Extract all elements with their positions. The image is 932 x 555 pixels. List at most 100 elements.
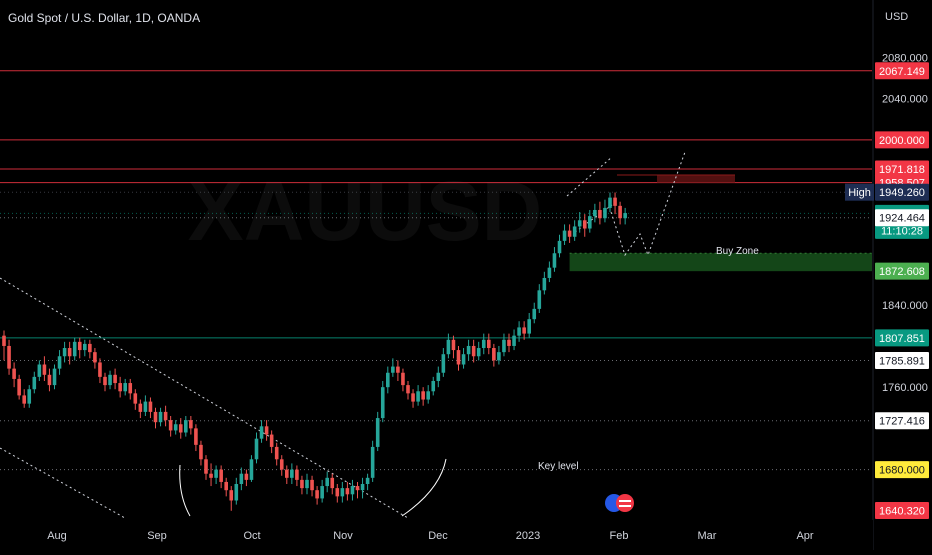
candle-body — [557, 240, 562, 254]
x-tick-label: Feb — [610, 530, 629, 542]
candle-body — [178, 424, 183, 433]
candle-body — [386, 372, 390, 388]
candle-body — [47, 374, 52, 386]
candle-body — [492, 348, 496, 361]
y-tick-label: 2040.000 — [882, 94, 928, 106]
x-tick-label: Mar — [698, 530, 717, 542]
candle-body — [300, 479, 304, 489]
currency-label: USD — [885, 11, 908, 23]
candle-body — [350, 486, 355, 495]
candle-body — [2, 335, 6, 346]
buy-zone-label: Buy Zone — [716, 246, 759, 257]
candle-body — [93, 352, 97, 363]
candle-body — [239, 473, 244, 485]
candle-body — [603, 207, 607, 219]
candle-body — [370, 446, 375, 478]
candle-body — [37, 364, 42, 377]
candle-body — [517, 327, 521, 336]
y-tick-label: 2080.000 — [882, 53, 928, 65]
candle-body — [108, 374, 112, 386]
candle-body — [446, 339, 451, 355]
price-tag-label: 2067.149 — [879, 66, 925, 78]
x-tick-label: Sep — [147, 530, 167, 542]
candle-body — [88, 343, 92, 353]
price-tag — [875, 351, 929, 369]
candle-body — [507, 339, 511, 346]
candle-body — [618, 205, 622, 219]
candle-body — [567, 230, 572, 237]
candle-body — [375, 418, 380, 447]
candle-body — [431, 380, 436, 392]
logo-stripe — [619, 505, 631, 507]
price-tag — [875, 461, 929, 479]
candle-body — [279, 459, 284, 470]
candle-body — [113, 374, 117, 384]
candle-body — [380, 387, 385, 419]
candle-body — [184, 420, 188, 433]
candle-body — [411, 393, 415, 402]
logo-circle-front — [616, 494, 634, 512]
candle-body — [461, 354, 466, 365]
candle-body — [593, 209, 597, 217]
candle-body — [466, 345, 471, 355]
candle-body — [244, 473, 249, 480]
candle-body — [22, 395, 26, 404]
price-tag — [875, 183, 929, 201]
price-tag-label: 1924.464 — [879, 213, 925, 225]
candle-body — [249, 459, 254, 480]
candle-body — [421, 391, 425, 400]
candle-body — [547, 267, 552, 278]
price-tag-label: 2000.000 — [879, 135, 925, 147]
hand-drawn-curve-left — [179, 464, 191, 517]
candle-body — [153, 411, 158, 423]
candle-body — [608, 197, 612, 208]
candle-body — [355, 486, 360, 491]
candle-body — [335, 488, 340, 497]
price-tag-label: 1785.891 — [879, 355, 925, 367]
candle-body — [562, 230, 567, 241]
candle-body — [27, 389, 32, 404]
candle-body — [128, 383, 133, 394]
candle-body — [204, 459, 208, 474]
y-tick-label: 1760.000 — [882, 382, 928, 394]
price-tag — [875, 62, 929, 80]
candle-body — [158, 411, 163, 423]
candle-body — [67, 348, 72, 357]
price-tag-label: 1640.320 — [879, 505, 925, 517]
candle-body — [285, 469, 289, 478]
candle-body — [83, 343, 87, 351]
candle-body — [315, 490, 319, 499]
logo-stripe — [619, 500, 631, 502]
sell-zone — [657, 174, 735, 183]
chart-title: Gold Spot / U.S. Dollar, 1D, OANDA — [8, 11, 201, 25]
candle-body — [138, 403, 143, 412]
candle-body — [502, 339, 506, 353]
candle-body — [98, 362, 102, 377]
candle-body — [274, 446, 279, 460]
candle-body — [471, 345, 476, 357]
candle-body — [224, 481, 228, 491]
candle-body — [168, 420, 173, 431]
candle-body — [214, 469, 218, 478]
price-tag-label: 1872.608 — [879, 266, 925, 278]
candle-body — [598, 209, 602, 219]
x-tick-label: Dec — [428, 530, 448, 542]
x-tick-label: Apr — [796, 530, 813, 542]
candle-body — [522, 327, 526, 334]
candle-body — [173, 424, 178, 431]
candle-body — [487, 339, 491, 349]
candle-body — [613, 197, 617, 206]
y-tick-label: 1840.000 — [882, 300, 928, 312]
candle-body — [143, 401, 148, 412]
price-tag — [875, 501, 929, 519]
key-level-label: Key level — [538, 461, 579, 472]
price-tag-label: 1727.416 — [879, 416, 925, 428]
candle-body — [451, 339, 456, 351]
candle-body — [17, 378, 21, 396]
candle-body — [527, 319, 531, 334]
price-tag — [875, 329, 929, 347]
candle-body — [623, 213, 627, 219]
broker-logo — [605, 494, 634, 512]
candle-body — [476, 348, 481, 357]
